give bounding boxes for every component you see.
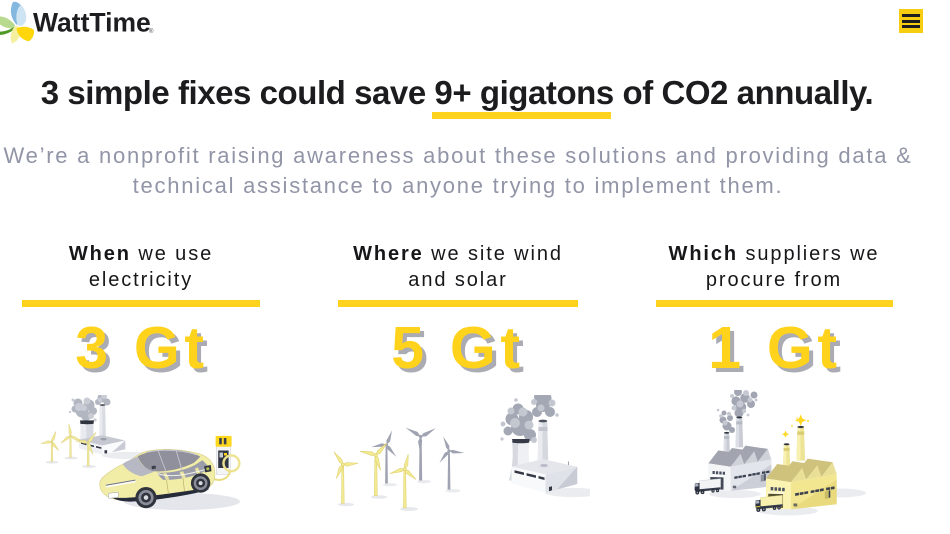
svg-text:WattTime: WattTime bbox=[33, 8, 151, 38]
svg-text:®: ® bbox=[149, 28, 154, 35]
